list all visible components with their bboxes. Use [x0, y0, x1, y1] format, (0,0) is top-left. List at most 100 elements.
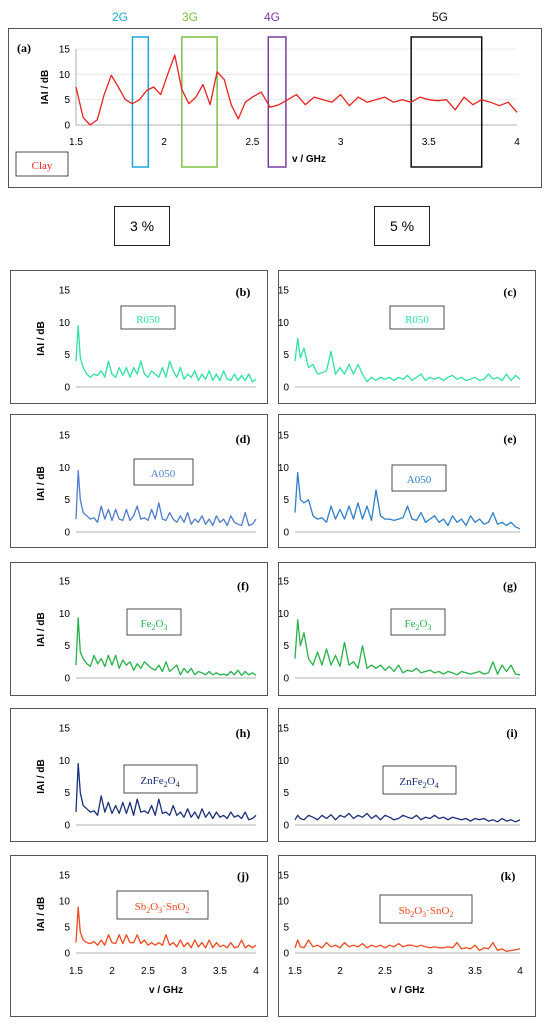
series-line-g [294, 619, 521, 676]
y-axis-label-d: IAI / dB [36, 466, 47, 500]
x-tick-j-2.5: 2.5 [141, 966, 155, 977]
panel-g: 0 5 10 15 (g) Fe2O3 [278, 577, 521, 685]
x-tick-k-3: 3 [427, 966, 433, 977]
y-tick-g-10: 10 [278, 609, 290, 620]
y-tick-e-10: 10 [278, 463, 290, 474]
y-tick-a-15: 15 [59, 45, 71, 56]
material-box-h [123, 764, 198, 794]
panel-f: 0 5 10 15 IAI / dB (f) Fe2O3 [36, 577, 257, 685]
series-line-i [294, 812, 521, 823]
y-tick-f-0: 0 [64, 674, 70, 685]
panel-label-i: (i) [506, 726, 517, 740]
y-tick-k-5: 5 [283, 923, 289, 934]
x-tick-a-1.5: 1.5 [69, 137, 83, 148]
material-box-f [126, 608, 182, 636]
y-tick-h-0: 0 [64, 821, 70, 832]
y-axis-label-j: IAI / dB [36, 897, 47, 931]
y-tick-b-0: 0 [64, 383, 70, 394]
x-tick-k-1.5: 1.5 [288, 966, 302, 977]
material-box-i [382, 765, 457, 795]
y-tick-c-5: 5 [283, 350, 289, 361]
x-tick-a-3.5: 3.5 [422, 137, 436, 148]
band-rect-2G [131, 36, 150, 168]
material-box-e [391, 464, 447, 492]
x-tick-a-4: 4 [514, 137, 520, 148]
y-tick-b-15: 15 [59, 286, 71, 297]
y-tick-i-10: 10 [278, 756, 290, 767]
y-tick-k-15: 15 [278, 871, 290, 882]
material-box-b [120, 305, 176, 330]
material-label-k: Sb2O3·SnO2 [399, 905, 454, 919]
panel-i: 0 5 10 15 (i) ZnFe2O4 [278, 724, 521, 832]
panel-frame-f [10, 562, 268, 696]
panel-label-d: (d) [236, 432, 251, 446]
x-axis-label-a: v / GHz [292, 154, 326, 165]
panel-frame-k [278, 855, 536, 1017]
material-label-a: Clay [32, 160, 53, 172]
y-tick-i-5: 5 [283, 788, 289, 799]
panel-a: 0 5 10 15 IAI / dB 1.5 2 2.5 3 3.5 4 v / GHz (a) Clay [15, 36, 520, 177]
material-box-k [379, 894, 473, 924]
panel-d: 0 5 10 15 IAI / dB (d) A050 [36, 431, 257, 539]
panel-k: 0 5 10 15 1.5 2 2.5 3 3.5 4 v / GHz (k) Sb2O3·SnO2 [278, 869, 523, 996]
y-tick-j-5: 5 [64, 923, 70, 934]
panel-b: 0 5 10 15 IAI / dB (b) R050 [36, 285, 257, 394]
y-tick-g-5: 5 [283, 641, 289, 652]
panel-label-b: (b) [236, 285, 251, 299]
panel-frame-c [278, 270, 536, 404]
series-line-a [75, 54, 518, 126]
band-rect-3G [181, 36, 218, 168]
y-tick-h-5: 5 [64, 788, 70, 799]
material-label-f: Fe2O3 [141, 618, 168, 632]
y-tick-k-10: 10 [278, 897, 290, 908]
y-tick-f-15: 15 [59, 577, 71, 588]
panel-frame-b [10, 270, 268, 404]
y-tick-e-0: 0 [283, 528, 289, 539]
panel-j: 0 5 10 15 IAI / dB 1.5 2 2.5 3 3.5 4 v / GHz (j) Sb2O… [36, 869, 259, 996]
x-axis-label-j: v / GHz [149, 985, 183, 996]
panel-label-f: (f) [237, 579, 249, 593]
x-axis-label-k: v / GHz [391, 985, 425, 996]
y-tick-e-15: 15 [278, 431, 290, 442]
y-tick-j-10: 10 [59, 897, 71, 908]
x-tick-k-2: 2 [337, 966, 343, 977]
y-tick-c-10: 10 [278, 318, 290, 329]
panel-label-j: (j) [237, 869, 249, 883]
material-label-g: Fe2O3 [405, 618, 432, 632]
y-axis-label-h: IAI / dB [36, 759, 47, 793]
material-label-h: ZnFe2O4 [140, 775, 179, 789]
panel-c: 0 5 10 15 (c) R050 [278, 285, 521, 394]
material-label-i: ZnFe2O4 [399, 776, 438, 790]
x-tick-j-3.5: 3.5 [213, 966, 227, 977]
panel-frame-g [278, 562, 536, 696]
y-tick-g-0: 0 [283, 674, 289, 685]
series-line-c [294, 337, 521, 383]
y-tick-c-15: 15 [278, 286, 290, 297]
band-label-5G: 5G [432, 10, 448, 24]
x-tick-j-4: 4 [253, 966, 259, 977]
x-tick-a-3: 3 [338, 137, 344, 148]
y-tick-i-15: 15 [278, 724, 290, 735]
panel-frame-e [278, 414, 536, 548]
material-label-c: R050 [405, 314, 429, 326]
y-tick-f-5: 5 [64, 641, 70, 652]
panel-label-e: (e) [503, 432, 516, 446]
x-tick-j-1.5: 1.5 [69, 966, 83, 977]
y-tick-i-0: 0 [283, 821, 289, 832]
x-tick-a-2.5: 2.5 [245, 137, 259, 148]
y-tick-c-0: 0 [283, 383, 289, 394]
y-tick-d-0: 0 [64, 528, 70, 539]
concentration-5-percent: 5 % [374, 206, 430, 246]
series-line-e [294, 471, 521, 530]
y-tick-e-5: 5 [283, 495, 289, 506]
panel-label-g: (g) [503, 579, 517, 593]
y-tick-a-5: 5 [64, 95, 70, 106]
panel-h: 0 5 10 15 IAI / dB (h) ZnFe2O4 [36, 724, 257, 832]
panel-label-a: (a) [17, 41, 31, 55]
y-tick-d-10: 10 [59, 463, 71, 474]
x-tick-k-4: 4 [517, 966, 523, 977]
y-tick-b-10: 10 [59, 318, 71, 329]
series-line-j [75, 906, 257, 949]
